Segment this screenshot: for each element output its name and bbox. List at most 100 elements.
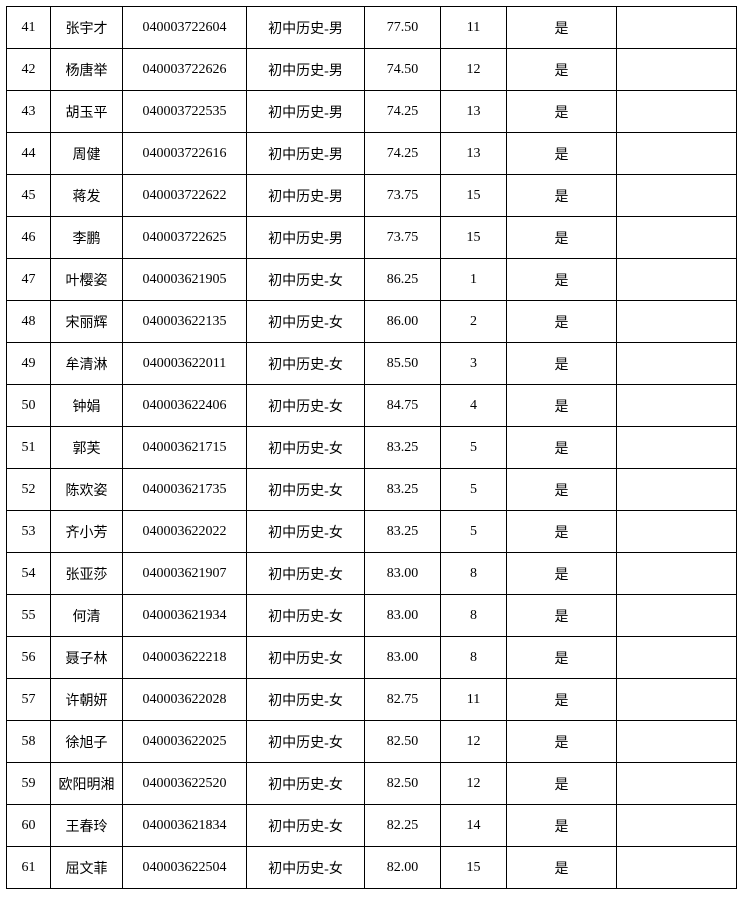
- score-cell: 86.00: [365, 301, 441, 343]
- score-cell: 83.25: [365, 469, 441, 511]
- rank-cell: 8: [441, 637, 507, 679]
- table-row: 57许朝妍040003622028初中历史-女82.7511是: [7, 679, 737, 721]
- rank-cell: 5: [441, 511, 507, 553]
- rank-cell: 15: [441, 175, 507, 217]
- rank-cell: 13: [441, 91, 507, 133]
- seq-cell: 46: [7, 217, 51, 259]
- id-cell: 040003621934: [123, 595, 247, 637]
- table-row: 51郭芙040003621715初中历史-女83.255是: [7, 427, 737, 469]
- category-cell: 初中历史-女: [247, 763, 365, 805]
- category-cell: 初中历史-女: [247, 469, 365, 511]
- remark-cell: [617, 847, 737, 889]
- seq-cell: 60: [7, 805, 51, 847]
- rank-cell: 15: [441, 217, 507, 259]
- id-cell: 040003622025: [123, 721, 247, 763]
- name-cell: 牟清淋: [51, 343, 123, 385]
- name-cell: 屈文菲: [51, 847, 123, 889]
- category-cell: 初中历史-女: [247, 343, 365, 385]
- remark-cell: [617, 511, 737, 553]
- rank-cell: 4: [441, 385, 507, 427]
- rank-cell: 15: [441, 847, 507, 889]
- name-cell: 欧阳明湘: [51, 763, 123, 805]
- table-row: 44周健040003722616初中历史-男74.2513是: [7, 133, 737, 175]
- name-cell: 胡玉平: [51, 91, 123, 133]
- table-row: 54张亚莎040003621907初中历史-女83.008是: [7, 553, 737, 595]
- pass-cell: 是: [507, 595, 617, 637]
- name-cell: 郭芙: [51, 427, 123, 469]
- pass-cell: 是: [507, 385, 617, 427]
- seq-cell: 58: [7, 721, 51, 763]
- name-cell: 齐小芳: [51, 511, 123, 553]
- score-cell: 73.75: [365, 217, 441, 259]
- score-cell: 83.00: [365, 637, 441, 679]
- id-cell: 040003622520: [123, 763, 247, 805]
- remark-cell: [617, 175, 737, 217]
- pass-cell: 是: [507, 91, 617, 133]
- rank-cell: 3: [441, 343, 507, 385]
- seq-cell: 45: [7, 175, 51, 217]
- table-row: 56聂子林040003622218初中历史-女83.008是: [7, 637, 737, 679]
- rank-cell: 12: [441, 763, 507, 805]
- category-cell: 初中历史-男: [247, 49, 365, 91]
- pass-cell: 是: [507, 301, 617, 343]
- name-cell: 徐旭子: [51, 721, 123, 763]
- pass-cell: 是: [507, 805, 617, 847]
- score-cell: 86.25: [365, 259, 441, 301]
- remark-cell: [617, 553, 737, 595]
- seq-cell: 50: [7, 385, 51, 427]
- remark-cell: [617, 427, 737, 469]
- table-body: 41张宇才040003722604初中历史-男77.5011是42杨唐举0400…: [7, 7, 737, 889]
- pass-cell: 是: [507, 259, 617, 301]
- id-cell: 040003722535: [123, 91, 247, 133]
- name-cell: 许朝妍: [51, 679, 123, 721]
- category-cell: 初中历史-女: [247, 427, 365, 469]
- rank-cell: 2: [441, 301, 507, 343]
- score-cell: 82.00: [365, 847, 441, 889]
- remark-cell: [617, 385, 737, 427]
- id-cell: 040003722626: [123, 49, 247, 91]
- remark-cell: [617, 679, 737, 721]
- name-cell: 张亚莎: [51, 553, 123, 595]
- category-cell: 初中历史-男: [247, 91, 365, 133]
- category-cell: 初中历史-女: [247, 511, 365, 553]
- seq-cell: 42: [7, 49, 51, 91]
- pass-cell: 是: [507, 343, 617, 385]
- remark-cell: [617, 343, 737, 385]
- name-cell: 周健: [51, 133, 123, 175]
- table-row: 55何清040003621934初中历史-女83.008是: [7, 595, 737, 637]
- score-cell: 85.50: [365, 343, 441, 385]
- seq-cell: 41: [7, 7, 51, 49]
- category-cell: 初中历史-男: [247, 217, 365, 259]
- seq-cell: 54: [7, 553, 51, 595]
- category-cell: 初中历史-女: [247, 637, 365, 679]
- id-cell: 040003722622: [123, 175, 247, 217]
- remark-cell: [617, 595, 737, 637]
- name-cell: 钟娟: [51, 385, 123, 427]
- pass-cell: 是: [507, 847, 617, 889]
- pass-cell: 是: [507, 217, 617, 259]
- table-row: 48宋丽辉040003622135初中历史-女86.002是: [7, 301, 737, 343]
- pass-cell: 是: [507, 49, 617, 91]
- id-cell: 040003722625: [123, 217, 247, 259]
- name-cell: 聂子林: [51, 637, 123, 679]
- category-cell: 初中历史-女: [247, 553, 365, 595]
- table-row: 45蒋发040003722622初中历史-男73.7515是: [7, 175, 737, 217]
- id-cell: 040003621735: [123, 469, 247, 511]
- seq-cell: 55: [7, 595, 51, 637]
- table-row: 46李鹏040003722625初中历史-男73.7515是: [7, 217, 737, 259]
- table-row: 43胡玉平040003722535初中历史-男74.2513是: [7, 91, 737, 133]
- id-cell: 040003621905: [123, 259, 247, 301]
- remark-cell: [617, 91, 737, 133]
- table-row: 42杨唐举040003722626初中历史-男74.5012是: [7, 49, 737, 91]
- table-row: 59欧阳明湘040003622520初中历史-女82.5012是: [7, 763, 737, 805]
- name-cell: 蒋发: [51, 175, 123, 217]
- pass-cell: 是: [507, 763, 617, 805]
- id-cell: 040003621834: [123, 805, 247, 847]
- seq-cell: 56: [7, 637, 51, 679]
- score-cell: 84.75: [365, 385, 441, 427]
- table-row: 50钟娟040003622406初中历史-女84.754是: [7, 385, 737, 427]
- data-table: 41张宇才040003722604初中历史-男77.5011是42杨唐举0400…: [6, 6, 737, 889]
- id-cell: 040003621715: [123, 427, 247, 469]
- name-cell: 李鹏: [51, 217, 123, 259]
- rank-cell: 5: [441, 469, 507, 511]
